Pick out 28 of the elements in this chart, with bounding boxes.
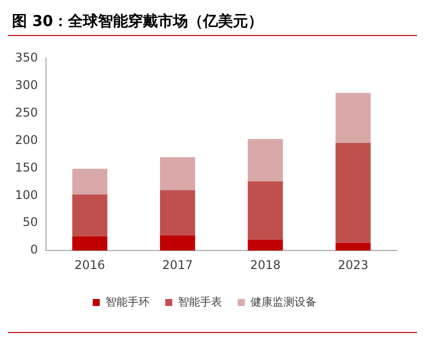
bar	[72, 236, 108, 251]
legend-label: 智能手环	[105, 295, 150, 308]
y-tick-label: 300	[15, 78, 38, 92]
bar	[160, 157, 196, 190]
bar	[336, 92, 371, 143]
y-tick-label: 250	[15, 105, 38, 120]
bar	[336, 142, 371, 243]
bar	[72, 194, 108, 236]
x-tick-label: 2017	[162, 258, 193, 272]
bar	[160, 235, 196, 251]
bar	[248, 240, 283, 251]
x-tick-label: 2018	[250, 258, 281, 272]
chart-title: 图 30：全球智能穿戴市场（亿美元）	[8, 8, 417, 36]
bar	[248, 139, 283, 182]
bar	[72, 168, 108, 195]
bar	[160, 190, 196, 236]
y-tick-label: 200	[15, 132, 38, 147]
x-tick-label: 2016	[74, 258, 106, 272]
y-tick-label: 0	[30, 242, 38, 257]
y-tick-label: 50	[22, 215, 38, 230]
x-tick-label: 2023	[338, 258, 368, 272]
bar	[336, 242, 371, 251]
y-tick-label: 150	[15, 160, 38, 174]
legend-label: 智能手表	[178, 295, 222, 308]
bar	[248, 181, 283, 240]
y-tick-label: 350	[15, 50, 38, 64]
legend-label: 健康监测设备	[250, 295, 316, 308]
y-tick-label: 100	[15, 188, 38, 202]
